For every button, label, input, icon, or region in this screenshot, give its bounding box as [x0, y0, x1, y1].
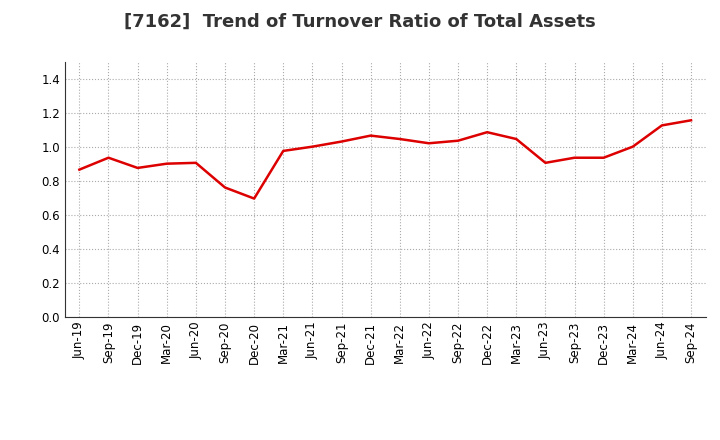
Text: [7162]  Trend of Turnover Ratio of Total Assets: [7162] Trend of Turnover Ratio of Total … [124, 13, 596, 31]
